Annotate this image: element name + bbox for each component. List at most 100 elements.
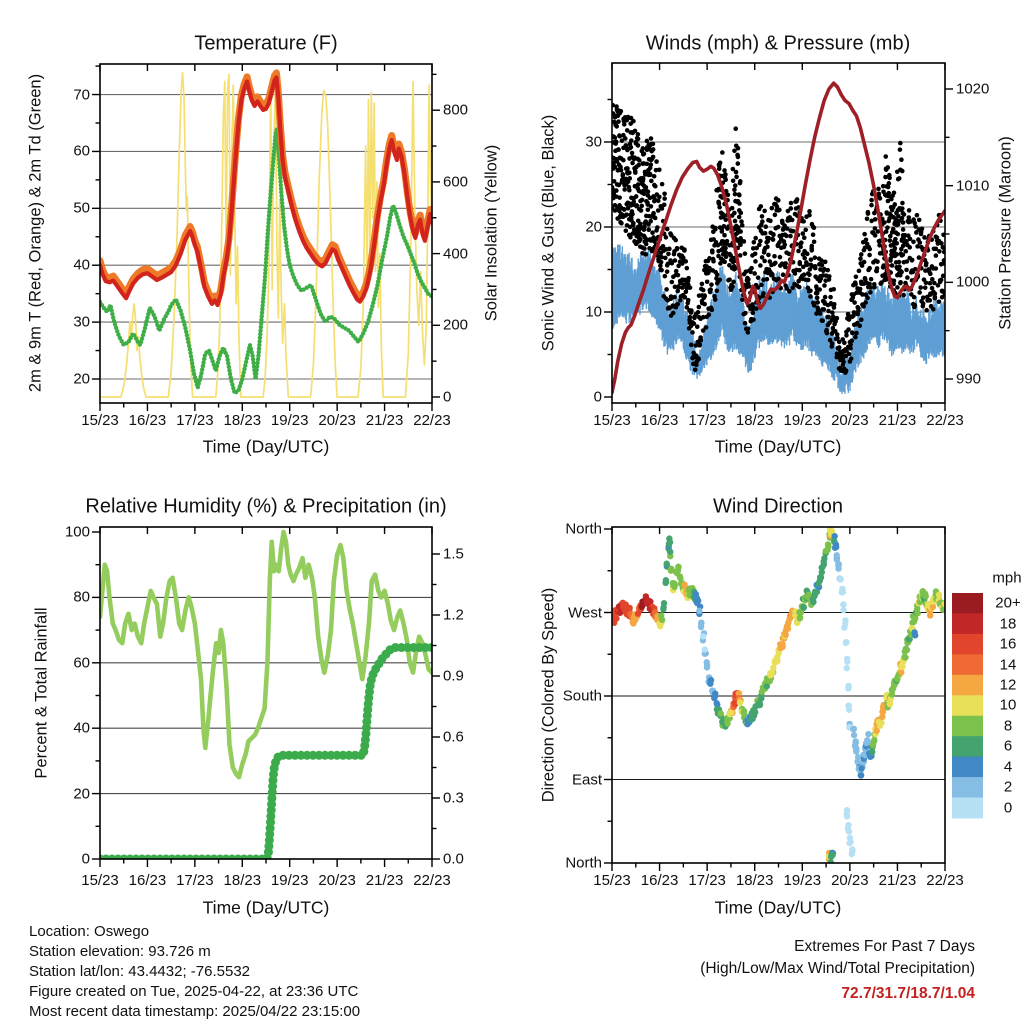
y-tick-label: East xyxy=(571,771,602,788)
x-tick-label: 15/23 xyxy=(593,872,631,889)
y-tick-label: 30 xyxy=(585,133,602,151)
y-right-tick-label: 1000 xyxy=(956,273,990,291)
y-right-tick-label: 800 xyxy=(443,101,469,119)
x-tick-label: 21/23 xyxy=(365,872,404,889)
x-tick-label: 16/23 xyxy=(640,872,679,889)
x-tick-label: 20/23 xyxy=(318,412,356,429)
y-tick-label: 60 xyxy=(73,142,90,160)
humidity-ylabel-left: Percent & Total Rainfall xyxy=(32,607,51,779)
y-tick-label: 70 xyxy=(73,86,90,104)
x-tick-label: 19/23 xyxy=(270,412,309,429)
colorbar-label: 2 xyxy=(1003,778,1013,796)
x-tick-label: 22/23 xyxy=(926,412,964,429)
y-tick-label: 80 xyxy=(73,588,90,606)
x-tick-label: 15/23 xyxy=(81,412,119,429)
y-right-tick-label: 1010 xyxy=(956,177,990,195)
colorbar-title: mph xyxy=(992,569,1022,587)
y-tick-label: North xyxy=(565,520,602,538)
colorbar-label: 12 xyxy=(999,676,1017,694)
x-tick-label: 20/23 xyxy=(318,872,356,889)
y-right-tick-label: 0.3 xyxy=(443,789,464,807)
x-tick-label: 16/23 xyxy=(640,412,679,429)
y-tick-label: 100 xyxy=(64,523,90,541)
winds-chart-title: Winds (mph) & Pressure (mb) xyxy=(645,32,911,55)
x-tick-label: 17/23 xyxy=(688,872,726,889)
x-tick-label: 18/23 xyxy=(735,412,774,429)
colorbar-label: 18 xyxy=(999,615,1017,633)
extremes-subtitle: (High/Low/Max Wind/Total Precipitation) xyxy=(700,960,975,977)
colorbar-label: 4 xyxy=(1003,758,1013,776)
y-tick-label: 40 xyxy=(73,256,90,274)
footer-created: Figure created on Tue, 2025-04-22, at 23… xyxy=(29,983,359,1000)
winds-ylabel-right: Station Pressure (Maroon) xyxy=(996,136,1015,330)
footer-latlon: Station lat/lon: 43.4432; -76.5532 xyxy=(29,963,251,980)
y-right-tick-label: 0.6 xyxy=(443,728,464,746)
x-tick-label: 19/23 xyxy=(783,412,822,429)
extremes-title: Extremes For Past 7 Days xyxy=(794,938,975,955)
colorbar-label: 20+ xyxy=(995,594,1021,612)
colorbar-label: 0 xyxy=(1003,799,1013,817)
x-tick-label: 21/23 xyxy=(878,872,917,889)
x-tick-label: 18/23 xyxy=(223,872,262,889)
x-tick-label: 19/23 xyxy=(783,872,822,889)
y-right-tick-label: 400 xyxy=(443,245,469,263)
y-tick-label: 0 xyxy=(593,388,602,406)
y-tick-label: 60 xyxy=(73,654,90,672)
temperature-chart-title: Temperature (F) xyxy=(194,32,338,55)
colorbar-label: 8 xyxy=(1003,717,1013,735)
temperature-ylabel-right: Solar Insolation (Yellow) xyxy=(482,144,501,322)
x-tick-label: 19/23 xyxy=(270,872,309,889)
temperature-ylabel-left: 2m & 9m T (Red, Orange) & 2m Td (Green) xyxy=(26,73,45,393)
x-tick-label: 22/23 xyxy=(413,872,451,889)
y-tick-label: North xyxy=(565,854,602,872)
y-tick-label: 0 xyxy=(81,850,90,868)
y-tick-label: 30 xyxy=(73,313,90,331)
y-right-tick-label: 0 xyxy=(443,388,452,406)
x-tick-label: 17/23 xyxy=(688,412,726,429)
humidity-chart-title: Relative Humidity (%) & Precipitation (i… xyxy=(85,495,447,518)
temperature-xlabel: Time (Day/UTC) xyxy=(202,436,330,457)
winds-xlabel: Time (Day/UTC) xyxy=(714,436,842,457)
colorbar-label: 6 xyxy=(1003,737,1013,755)
y-tick-label: 40 xyxy=(73,719,90,737)
x-tick-label: 21/23 xyxy=(878,412,917,429)
y-right-tick-label: 1020 xyxy=(956,80,990,98)
winds-ylabel-left: Sonic Wind & Gust (Blue, Black) xyxy=(539,114,558,352)
y-tick-label: South xyxy=(562,687,602,705)
x-tick-label: 17/23 xyxy=(176,412,214,429)
x-tick-label: 16/23 xyxy=(128,412,167,429)
wind-direction-ylabel-left: Direction (Colored By Speed) xyxy=(539,587,558,803)
colorbar-label: 16 xyxy=(999,635,1017,653)
humidity-xlabel: Time (Day/UTC) xyxy=(202,897,330,918)
x-tick-label: 16/23 xyxy=(128,872,167,889)
wind-direction-chart-title: Wind Direction xyxy=(712,495,844,518)
y-tick-label: 20 xyxy=(585,218,602,236)
x-tick-label: 15/23 xyxy=(593,412,631,429)
x-tick-label: 20/23 xyxy=(831,872,869,889)
footer-timestamp: Most recent data timestamp: 2025/04/22 2… xyxy=(29,1003,361,1020)
x-tick-label: 18/23 xyxy=(735,872,774,889)
x-tick-label: 21/23 xyxy=(365,412,404,429)
x-tick-label: 20/23 xyxy=(831,412,869,429)
x-tick-label: 18/23 xyxy=(223,412,262,429)
y-tick-label: 50 xyxy=(73,199,90,217)
y-right-tick-label: 990 xyxy=(956,370,982,388)
x-tick-label: 22/23 xyxy=(926,872,964,889)
y-tick-label: 10 xyxy=(585,303,602,321)
y-right-tick-label: 600 xyxy=(443,173,469,191)
y-tick-label: West xyxy=(568,604,602,621)
colorbar-label: 14 xyxy=(999,656,1017,674)
x-tick-label: 17/23 xyxy=(176,872,214,889)
x-tick-label: 22/23 xyxy=(413,412,451,429)
y-tick-label: 20 xyxy=(73,370,90,388)
y-right-tick-label: 0.0 xyxy=(443,850,464,868)
y-right-tick-label: 1.2 xyxy=(443,606,464,624)
y-right-tick-label: 0.9 xyxy=(443,667,464,685)
y-right-tick-label: 1.5 xyxy=(443,545,464,563)
y-right-tick-label: 200 xyxy=(443,316,469,334)
colorbar-label: 10 xyxy=(999,696,1017,714)
x-tick-label: 15/23 xyxy=(81,872,119,889)
extremes-values: 72.7/31.7/18.7/1.04 xyxy=(841,985,975,1002)
